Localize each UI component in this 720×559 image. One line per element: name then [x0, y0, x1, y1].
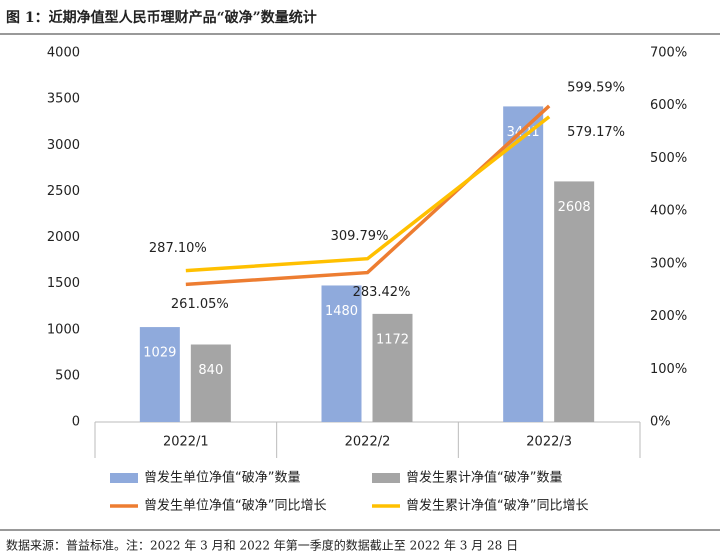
x-tick-label: 2022/1: [163, 435, 209, 450]
bar: [139, 327, 180, 422]
y2-tick-label: 200%: [650, 309, 687, 324]
y-tick-label: 3000: [47, 138, 80, 153]
line-value-label: 309.79%: [331, 229, 389, 244]
bar: [554, 181, 595, 422]
legend-swatch: [110, 473, 138, 483]
bar: [503, 106, 544, 422]
y-tick-label: 0: [72, 415, 80, 430]
y2-tick-label: 600%: [650, 98, 687, 113]
x-tick-label: 2022/2: [345, 435, 391, 450]
line-value-label: 599.59%: [567, 80, 625, 95]
y-tick-label: 500: [55, 368, 80, 383]
legend-label: 曾发生累计净值“破净”数量: [406, 470, 562, 486]
line-value-label: 579.17%: [567, 125, 625, 140]
bar-value-label: 840: [198, 363, 223, 378]
line-value-label: 261.05%: [171, 297, 229, 312]
bar-value-label: 1029: [143, 346, 176, 361]
y2-tick-label: 500%: [650, 151, 687, 166]
y2-tick-label: 700%: [650, 46, 687, 61]
legend-swatch: [372, 473, 400, 483]
bar-value-label: 1480: [325, 304, 358, 319]
y-tick-label: 1500: [47, 276, 80, 291]
legend-label: 曾发生单位净值“破净”数量: [144, 470, 300, 486]
y-tick-label: 3500: [47, 92, 80, 107]
y-tick-label: 4000: [47, 46, 80, 61]
line-value-label: 283.42%: [353, 285, 411, 300]
y-tick-label: 2000: [47, 230, 80, 245]
bar-value-label: 1172: [376, 332, 409, 347]
source: 数据来源：普益标准。注：2022 年 3 月和 2022 年第一季度的数据截止至…: [6, 538, 518, 553]
y-tick-label: 2500: [47, 184, 80, 199]
y2-tick-label: 100%: [650, 362, 687, 377]
y2-tick-label: 0%: [650, 415, 671, 430]
y2-tick-label: 400%: [650, 204, 687, 219]
line: [185, 115, 551, 273]
y-tick-label: 1000: [47, 322, 80, 337]
bar: [372, 313, 413, 422]
bar: [190, 344, 231, 422]
legend-label: 曾发生单位净值“破净”同比增长: [144, 498, 326, 514]
line-value-label: 287.10%: [149, 241, 207, 256]
y2-tick-label: 300%: [650, 256, 687, 271]
x-tick-label: 2022/3: [526, 435, 572, 450]
bar: [321, 285, 362, 422]
legend-label: 曾发生累计净值“破净”同比增长: [406, 498, 588, 514]
chart-title: 图 1：近期净值型人民币理财产品“破净”数量统计: [6, 9, 317, 26]
line: [185, 104, 551, 287]
bar-value-label: 2608: [558, 200, 591, 215]
